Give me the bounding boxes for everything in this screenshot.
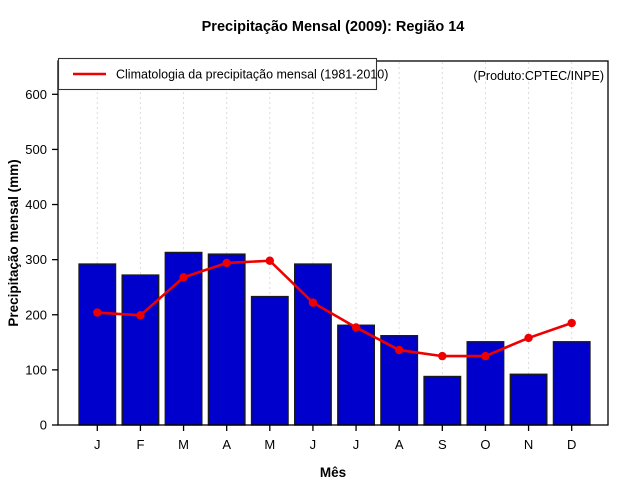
x-tick-label-4: A — [222, 437, 231, 452]
y-tick-label-0: 0 — [40, 418, 47, 433]
climatology-point-7-J — [351, 323, 361, 332]
climatology-point-6-J — [308, 298, 318, 307]
climatology-line — [96, 259, 574, 358]
x-tick-label-12: D — [567, 437, 576, 452]
y-tick-label-400: 400 — [25, 197, 47, 212]
x-tick-label-5: M — [264, 437, 275, 452]
climatology-point-1-J — [93, 308, 102, 317]
x-axis-label: Mês — [320, 465, 346, 480]
y-tick-label-600: 600 — [25, 87, 47, 102]
bar-2-F — [121, 274, 160, 426]
climatology-point-9-S — [438, 351, 447, 361]
y-tick-label-300: 300 — [25, 252, 47, 267]
legend-box — [57, 57, 378, 91]
x-tick-label-6: J — [310, 437, 317, 452]
x-tick-label-10: O — [480, 437, 490, 452]
bar-6-J — [293, 263, 332, 426]
y-tick-label-100: 100 — [25, 362, 47, 377]
climatology-point-12-D — [567, 318, 576, 328]
climatology-line-series — [93, 256, 576, 361]
bar-series — [78, 251, 591, 426]
axes: 0 100 200 300 400 500 600 J F M A M J J A S O N D — [25, 87, 576, 452]
x-tick-label-8: A — [395, 437, 404, 452]
climatology-point-8-A — [394, 345, 404, 355]
x-tick-label-2: F — [136, 437, 144, 452]
climatology-point-3-M — [179, 273, 188, 282]
x-tick-label-7: J — [353, 437, 360, 452]
climatology-point-4-A — [222, 258, 231, 268]
climatology-point-10-O — [481, 351, 490, 361]
x-tick-label-3: M — [178, 437, 189, 452]
climatology-point-5-M — [265, 256, 275, 265]
y-tick-label-500: 500 — [25, 142, 47, 157]
x-tick-label-11: N — [524, 437, 533, 452]
bar-4-A — [207, 253, 246, 426]
producer-annotation: (Produto:CPTEC/INPE) — [473, 69, 604, 83]
bar-11-N — [509, 373, 548, 426]
x-tick-label-1: J — [94, 437, 101, 452]
bar-9-S — [423, 375, 462, 426]
bar-1-J — [78, 263, 117, 426]
bar-5-M — [250, 295, 289, 426]
bar-7-J — [337, 324, 376, 426]
climatology-point-2-F — [136, 311, 145, 320]
y-axis-label: Precipitação mensal (mm) — [6, 159, 21, 326]
bar-12-D — [552, 341, 591, 426]
legend: Climatologia da precipitação mensal (198… — [57, 57, 388, 91]
chart-title: Precipitação Mensal (2009): Região 14 — [202, 19, 465, 35]
y-tick-label-200: 200 — [25, 307, 47, 322]
climatology-point-11-N — [524, 333, 533, 343]
x-tick-label-9: S — [438, 437, 447, 452]
legend-label: Climatologia da precipitação mensal (198… — [116, 68, 388, 82]
